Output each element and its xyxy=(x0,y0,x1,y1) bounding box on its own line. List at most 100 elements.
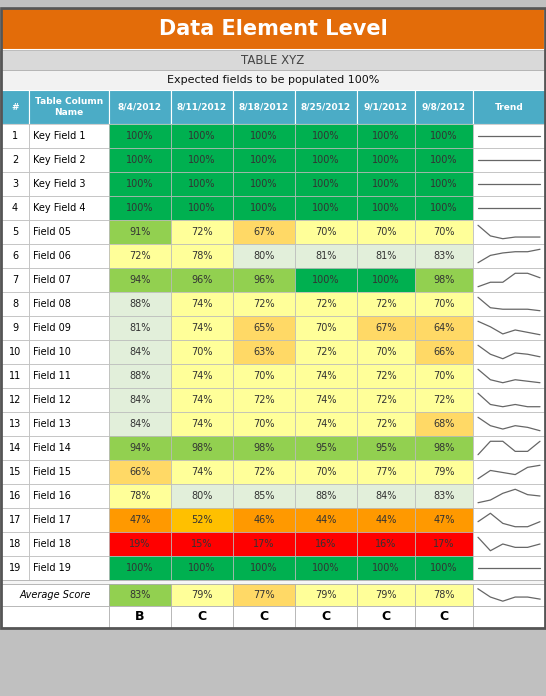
Bar xyxy=(109,412,171,436)
Bar xyxy=(295,220,357,244)
Bar xyxy=(473,148,545,172)
Text: 74%: 74% xyxy=(191,467,213,477)
Bar xyxy=(295,584,357,606)
Text: 98%: 98% xyxy=(434,275,455,285)
Bar xyxy=(171,316,233,340)
Text: 100%: 100% xyxy=(188,563,216,573)
Bar xyxy=(473,172,545,196)
Bar xyxy=(109,436,171,460)
Bar xyxy=(415,436,473,460)
Bar xyxy=(357,196,415,220)
Bar xyxy=(473,124,545,148)
Bar xyxy=(357,508,415,532)
Text: 98%: 98% xyxy=(253,443,275,453)
Bar xyxy=(233,556,295,580)
Bar xyxy=(109,196,171,220)
Text: 72%: 72% xyxy=(375,371,397,381)
Bar xyxy=(29,436,109,460)
Bar xyxy=(109,584,171,606)
Text: 100%: 100% xyxy=(430,155,458,165)
Bar xyxy=(171,90,233,124)
Bar xyxy=(357,584,415,606)
Bar xyxy=(415,220,473,244)
Bar xyxy=(357,484,415,508)
Text: 70%: 70% xyxy=(315,227,337,237)
Text: 81%: 81% xyxy=(129,323,151,333)
Bar xyxy=(415,508,473,532)
Text: 19: 19 xyxy=(9,563,21,573)
Bar xyxy=(415,412,473,436)
Bar xyxy=(171,172,233,196)
Bar xyxy=(109,316,171,340)
Bar xyxy=(29,316,109,340)
Text: Field 16: Field 16 xyxy=(33,491,71,501)
Bar xyxy=(295,124,357,148)
Text: 70%: 70% xyxy=(191,347,213,357)
Text: 72%: 72% xyxy=(315,347,337,357)
Bar xyxy=(233,148,295,172)
Text: 66%: 66% xyxy=(434,347,455,357)
Text: 10: 10 xyxy=(9,347,21,357)
Bar xyxy=(473,196,545,220)
Bar xyxy=(473,606,545,628)
Bar xyxy=(29,532,109,556)
Text: 52%: 52% xyxy=(191,515,213,525)
Text: 79%: 79% xyxy=(191,590,213,600)
Bar xyxy=(357,436,415,460)
Bar xyxy=(1,8,545,50)
Text: 100%: 100% xyxy=(126,131,154,141)
Bar xyxy=(473,316,545,340)
Bar xyxy=(171,292,233,316)
Bar xyxy=(295,148,357,172)
Text: Key Field 4: Key Field 4 xyxy=(33,203,86,213)
Bar xyxy=(171,556,233,580)
Bar xyxy=(357,340,415,364)
Text: Key Field 3: Key Field 3 xyxy=(33,179,86,189)
Bar xyxy=(171,412,233,436)
Text: 16%: 16% xyxy=(315,539,337,549)
Text: Field 12: Field 12 xyxy=(33,395,71,405)
Bar xyxy=(415,606,473,628)
Bar xyxy=(1,484,29,508)
Bar xyxy=(1,580,545,584)
Text: Field 11: Field 11 xyxy=(33,371,71,381)
Text: 100%: 100% xyxy=(188,131,216,141)
Bar xyxy=(295,196,357,220)
Text: 70%: 70% xyxy=(375,347,397,357)
Bar xyxy=(473,292,545,316)
Bar xyxy=(109,124,171,148)
Text: 72%: 72% xyxy=(315,299,337,309)
Bar xyxy=(1,508,29,532)
Bar xyxy=(109,556,171,580)
Text: 100%: 100% xyxy=(188,155,216,165)
Text: 15%: 15% xyxy=(191,539,213,549)
Bar xyxy=(473,268,545,292)
Bar xyxy=(171,460,233,484)
Bar xyxy=(29,172,109,196)
Text: 14: 14 xyxy=(9,443,21,453)
Bar xyxy=(1,556,29,580)
Text: 96%: 96% xyxy=(253,275,275,285)
Bar xyxy=(233,340,295,364)
Text: 72%: 72% xyxy=(253,395,275,405)
Bar xyxy=(357,268,415,292)
Text: 7: 7 xyxy=(12,275,18,285)
Text: 96%: 96% xyxy=(191,275,213,285)
Bar xyxy=(1,172,29,196)
Text: C: C xyxy=(382,610,390,624)
Bar xyxy=(1,220,29,244)
Bar xyxy=(295,292,357,316)
Bar xyxy=(109,508,171,532)
Text: 100%: 100% xyxy=(430,563,458,573)
Bar xyxy=(357,364,415,388)
Text: 100%: 100% xyxy=(250,179,278,189)
Bar xyxy=(1,584,109,606)
Bar xyxy=(295,388,357,412)
Text: 72%: 72% xyxy=(253,467,275,477)
Bar xyxy=(109,340,171,364)
Bar xyxy=(295,412,357,436)
Text: C: C xyxy=(198,610,206,624)
Bar xyxy=(415,268,473,292)
Bar xyxy=(109,172,171,196)
Bar xyxy=(1,388,29,412)
